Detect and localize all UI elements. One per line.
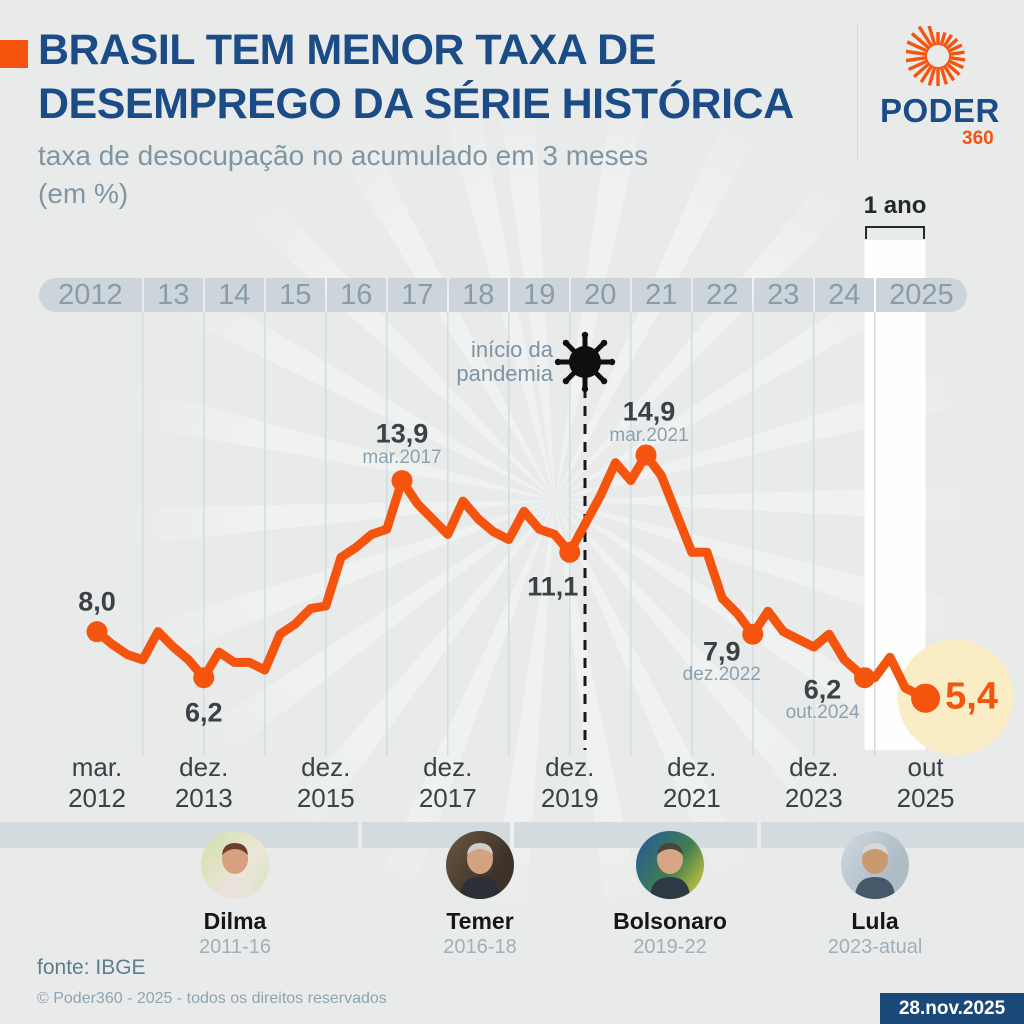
latest-value-highlight-circle <box>897 639 1014 756</box>
person-silhouette-icon <box>855 843 895 899</box>
year-axis-cell: 22 <box>692 278 752 312</box>
year-axis-cell: 19 <box>509 278 569 312</box>
president-photo-bolsonaro <box>636 831 704 899</box>
divider <box>857 22 858 162</box>
year-axis-cell: 2025 <box>875 278 967 312</box>
president-term: 2011-16 <box>199 936 271 958</box>
poder360-logo: PODER 360 <box>874 26 1004 149</box>
president-photo-temer <box>446 831 514 899</box>
presidential-term-band <box>514 822 757 848</box>
x-axis-label: dez. 2019 <box>540 752 599 813</box>
year-axis-cell: 13 <box>143 278 203 312</box>
person-silhouette-icon <box>460 843 500 899</box>
date-annotation: out.2024 <box>785 701 860 723</box>
x-axis-label: mar. 2012 <box>68 752 126 813</box>
year-axis-cell: 18 <box>448 278 508 312</box>
value-annotation: 8,0 <box>78 586 116 617</box>
x-axis-label: dez. 2023 <box>784 752 843 813</box>
copyright-note: © Poder360 - 2025 - todos os direitos re… <box>37 990 387 1007</box>
date-annotation: mar.2017 <box>362 446 442 468</box>
data-point-marker <box>193 667 215 689</box>
data-point-marker <box>635 444 657 466</box>
president-term: 2023-atual <box>827 936 923 958</box>
source-note: fonte: IBGE <box>37 956 146 979</box>
president-photo-lula <box>841 831 909 899</box>
date-badge: 28.nov.2025 <box>880 993 1024 1024</box>
data-point-marker <box>911 683 941 713</box>
virus-icon <box>554 331 616 393</box>
president-term: 2019-22 <box>633 936 707 958</box>
year-axis-cell: 15 <box>265 278 325 312</box>
year-axis-cell: 14 <box>204 278 264 312</box>
year-axis-cell: 17 <box>387 278 447 312</box>
one-year-label: 1 ano <box>863 192 927 219</box>
value-annotation: 14,9 <box>622 396 676 427</box>
value-annotation: 13,9 <box>375 418 429 449</box>
page-title-line2: DESEMPREGO DA SÉRIE HISTÓRICA <box>38 80 794 128</box>
x-axis-label: dez. 2017 <box>418 752 477 813</box>
data-point-marker <box>854 667 876 689</box>
year-axis-cell: 16 <box>326 278 386 312</box>
logo-wordmark: PODER <box>880 92 1000 129</box>
person-silhouette-icon <box>215 843 255 899</box>
year-axis-cell: 20 <box>570 278 630 312</box>
person-silhouette-icon <box>650 843 690 899</box>
data-point-marker <box>391 470 413 492</box>
president-name: Dilma <box>203 908 267 934</box>
value-annotation: 5,4 <box>945 675 998 718</box>
pandemic-label-line1: início da <box>471 337 553 362</box>
date-annotation: mar.2021 <box>609 425 689 446</box>
president-photo-dilma <box>201 831 269 899</box>
accent-square <box>0 40 28 68</box>
year-axis-cell: 2012 <box>39 278 142 312</box>
presidential-term-band <box>0 822 358 848</box>
data-point-marker <box>742 623 764 645</box>
chart-subtitle-line2: (em %) <box>38 178 129 209</box>
value-annotation: 6,2 <box>184 697 223 728</box>
logo-360: 360 <box>962 128 994 149</box>
pandemic-label-line2: pandemia <box>456 361 553 386</box>
x-axis-label: dez. 2015 <box>296 752 355 813</box>
president-term: 2016-18 <box>443 936 517 958</box>
chart-subtitle-line1: taxa de desocupação no acumulado em 3 me… <box>38 140 649 171</box>
unemployment-series-line <box>92 450 931 703</box>
value-annotation: 7,9 <box>702 636 741 667</box>
year-axis-cell: 21 <box>631 278 691 312</box>
president-name: Lula <box>851 908 899 934</box>
x-axis-label: dez. 2013 <box>174 752 233 813</box>
one-year-bracket <box>864 226 925 239</box>
president-name: Bolsonaro <box>613 908 727 934</box>
value-annotation: 11,1 <box>527 571 579 602</box>
sunburst-icon <box>906 26 966 87</box>
president-name: Temer <box>446 908 514 934</box>
value-annotation: 6,2 <box>803 674 842 705</box>
x-axis-label: out 2025 <box>896 752 955 813</box>
year-axis-cell: 24 <box>814 278 874 312</box>
data-point-marker <box>86 621 108 643</box>
x-axis-label: dez. 2021 <box>662 752 721 813</box>
date-annotation: dez.2022 <box>682 664 761 686</box>
page-title-line1: BRASIL TEM MENOR TAXA DE <box>38 26 656 74</box>
data-point-marker <box>559 541 581 563</box>
year-axis-cell: 23 <box>753 278 813 312</box>
